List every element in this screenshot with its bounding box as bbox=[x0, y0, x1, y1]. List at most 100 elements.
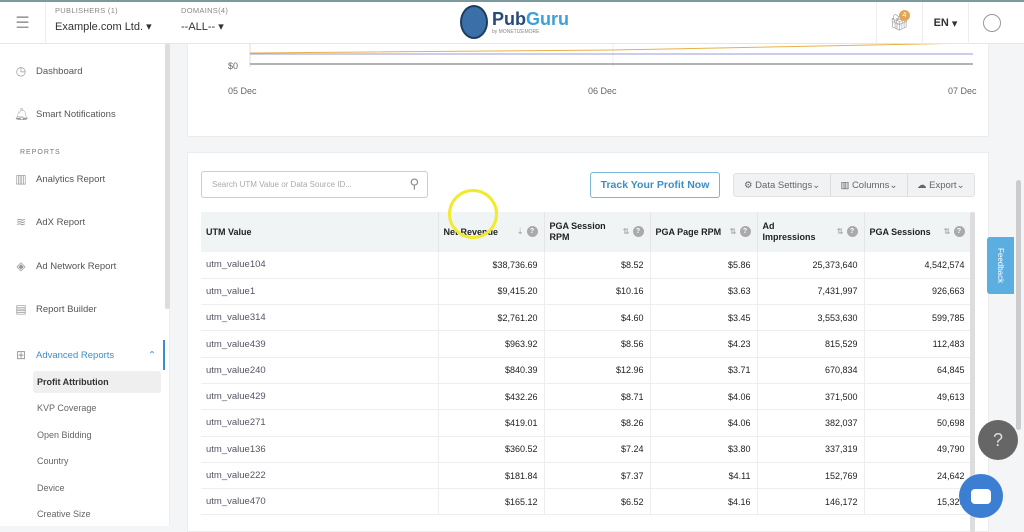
user-avatar-button[interactable] bbox=[968, 2, 1014, 44]
table-row[interactable]: utm_value429 $432.26 $8.71 $4.06 371,500 49,6… bbox=[201, 383, 972, 411]
table-row[interactable]: utm_value314 $2,761.20 $4.60 $3.45 3,553,630… bbox=[201, 304, 972, 332]
column-header-label: Ad Impressions bbox=[762, 221, 816, 242]
column-header[interactable]: PGA Session RPM ⇅? bbox=[544, 212, 651, 252]
sub-item-device[interactable]: Device bbox=[37, 483, 65, 493]
table-row[interactable]: utm_value470 $165.12 $6.52 $4.16 146,172 15,3… bbox=[201, 488, 972, 516]
search-input[interactable]: Search UTM Value or Data Source ID... ⚲ bbox=[201, 171, 428, 198]
sidebar-item-dashboard[interactable]: ◷ Dashboard bbox=[14, 64, 83, 78]
feedback-tab[interactable]: Feedback bbox=[987, 237, 1014, 294]
columns-button[interactable]: ▥ Columns ⌄ bbox=[831, 174, 908, 196]
sort-icon[interactable]: ⇣ bbox=[516, 227, 524, 236]
help-icon[interactable]: ? bbox=[846, 226, 858, 237]
table-tools: ⚙ Data Settings ⌄ ▥ Columns ⌄ ☁ Export ⌄ bbox=[733, 173, 975, 197]
sidebar-label: Smart Notifications bbox=[36, 108, 116, 120]
metric-cell: $4.23 bbox=[650, 330, 758, 358]
domain-selector[interactable]: DOMAINS(4) --ALL-- ▾ bbox=[181, 6, 229, 33]
menu-icon[interactable]: ☰ bbox=[0, 2, 46, 44]
column-header[interactable]: PGA Page RPM ⇅? bbox=[650, 212, 758, 252]
hierarchy-icon: ⊞ bbox=[15, 348, 27, 362]
help-icon[interactable]: ? bbox=[526, 226, 538, 237]
metric-cell: $419.01 bbox=[438, 409, 545, 437]
utm-table: UTM Value Net Revenue ⇣? PGA Session RPM ⇅? P… bbox=[201, 212, 972, 516]
page-scrollbar[interactable] bbox=[1016, 180, 1021, 430]
sidebar-item-adx[interactable]: ≋ AdX Report bbox=[14, 215, 85, 229]
column-header[interactable]: PGA Sessions ⇅? bbox=[864, 212, 972, 252]
metric-cell: $840.39 bbox=[438, 357, 545, 384]
metric-cell: 4,542,574 bbox=[864, 252, 972, 279]
publisher-selector[interactable]: PUBLISHERS (1) Example.com Ltd. ▾ bbox=[55, 6, 152, 33]
language-selector[interactable]: EN ▾ bbox=[922, 2, 968, 44]
metric-cell: $9,415.20 bbox=[438, 278, 545, 306]
help-icon[interactable]: ? bbox=[739, 226, 751, 237]
help-button[interactable]: ? bbox=[978, 420, 1018, 460]
sidebar-label: Advanced Reports bbox=[36, 349, 115, 361]
table-row[interactable]: utm_value439 $963.92 $8.56 $4.23 815,529 112,… bbox=[201, 330, 972, 358]
utm-value-cell: utm_value104 bbox=[201, 252, 439, 279]
table-row[interactable]: utm_value271 $419.01 $8.26 $4.06 382,037 50,6… bbox=[201, 409, 972, 437]
sidebar-item-notifications[interactable]: 🔔︎ Smart Notifications bbox=[14, 107, 116, 121]
utm-value-cell: utm_value314 bbox=[201, 304, 439, 332]
metric-cell: $4.11 bbox=[650, 462, 758, 490]
bar-chart-icon: ▥ bbox=[15, 172, 27, 186]
metric-cell: 670,834 bbox=[757, 357, 865, 384]
column-header-label: PGA Sessions bbox=[869, 226, 931, 237]
sidebar-item-ad-network[interactable]: ◈ Ad Network Report bbox=[14, 259, 116, 273]
sort-icon[interactable]: ⇅ bbox=[943, 227, 951, 236]
sidebar-item-analytics[interactable]: ▥ Analytics Report bbox=[14, 172, 105, 186]
sort-icon[interactable]: ⇅ bbox=[729, 227, 737, 236]
metric-cell: 112,483 bbox=[864, 330, 972, 358]
sidebar-scrollbar[interactable] bbox=[165, 44, 170, 309]
sub-item-open-bidding[interactable]: Open Bidding bbox=[37, 430, 92, 440]
metric-cell: $7.37 bbox=[544, 462, 651, 490]
utm-value-cell: utm_value1 bbox=[201, 278, 439, 306]
report-builder-icon: ▤ bbox=[15, 302, 27, 316]
column-header[interactable]: UTM Value bbox=[201, 212, 439, 252]
metric-cell: $6.52 bbox=[544, 488, 651, 516]
sidebar-item-advanced-reports[interactable]: ⊞ Advanced Reports ⌃ bbox=[14, 348, 156, 362]
table-row[interactable]: utm_value222 $181.84 $7.37 $4.11 152,769 24,6… bbox=[201, 462, 972, 490]
sidebar-item-report-builder[interactable]: ▤ Report Builder bbox=[14, 302, 97, 316]
language-value: EN bbox=[933, 17, 949, 29]
sub-item-kvp-coverage[interactable]: KVP Coverage bbox=[37, 403, 97, 413]
sidebar-label: Analytics Report bbox=[36, 173, 106, 185]
metric-cell: $10.16 bbox=[544, 278, 651, 306]
sub-item-country[interactable]: Country bbox=[37, 456, 69, 466]
data-settings-label: Data Settings bbox=[755, 179, 813, 191]
sidebar-label: Report Builder bbox=[36, 303, 97, 315]
help-icon[interactable]: ? bbox=[632, 226, 644, 237]
table-scrollbar[interactable] bbox=[970, 212, 975, 532]
sub-item-creative-size[interactable]: Creative Size bbox=[37, 509, 91, 519]
data-settings-button[interactable]: ⚙ Data Settings ⌄ bbox=[734, 174, 832, 196]
table-row[interactable]: utm_value104 $38,736.69 $8.52 $5.86 25,373,6… bbox=[201, 252, 972, 279]
metric-cell: $8.56 bbox=[544, 330, 651, 358]
sidebar-label: Dashboard bbox=[36, 65, 83, 77]
help-icon[interactable]: ? bbox=[953, 226, 965, 237]
sort-icon[interactable]: ⇅ bbox=[836, 227, 844, 236]
metric-cell: 337,319 bbox=[757, 436, 865, 463]
column-header[interactable]: Ad Impressions ⇅? bbox=[757, 212, 865, 252]
table-row[interactable]: utm_value136 $360.52 $7.24 $3.80 337,319 49,7… bbox=[201, 436, 972, 463]
metric-cell: $5.86 bbox=[650, 252, 758, 279]
metric-cell: $8.52 bbox=[544, 252, 651, 279]
metric-cell: $3.45 bbox=[650, 304, 758, 332]
chat-button[interactable] bbox=[959, 474, 1003, 518]
metric-cell: $4.16 bbox=[650, 488, 758, 516]
metric-cell: 64,845 bbox=[864, 357, 972, 384]
table-row[interactable]: utm_value1 $9,415.20 $10.16 $3.63 7,431,997 9… bbox=[201, 278, 972, 306]
top-header: ☰ PUBLISHERS (1) Example.com Ltd. ▾ DOMA… bbox=[0, 0, 1024, 44]
export-button[interactable]: ☁ Export ⌄ bbox=[916, 179, 965, 191]
gift-button[interactable]: 🎁︎ 4 bbox=[876, 2, 922, 44]
revenue-chart bbox=[249, 41, 974, 67]
sort-icon[interactable]: ⇅ bbox=[622, 227, 630, 236]
metric-cell: 50,698 bbox=[864, 409, 972, 437]
columns-label: Columns bbox=[851, 179, 890, 191]
sub-item-profit-attribution[interactable]: Profit Attribution bbox=[37, 377, 109, 387]
column-header-label: PGA Page RPM bbox=[655, 226, 722, 237]
pubguru-logo[interactable]: PubGuru by MONETIZEMORE bbox=[460, 5, 569, 39]
metric-cell: 815,529 bbox=[757, 330, 865, 358]
table-row[interactable]: utm_value240 $840.39 $12.96 $3.71 670,834 64,… bbox=[201, 357, 972, 384]
utm-value-cell: utm_value240 bbox=[201, 357, 439, 384]
sidebar: ◷ Dashboard 🔔︎ Smart Notifications REPORTS… bbox=[0, 44, 170, 526]
track-profit-button[interactable]: Track Your Profit Now bbox=[590, 172, 720, 198]
user-icon bbox=[982, 14, 1001, 32]
